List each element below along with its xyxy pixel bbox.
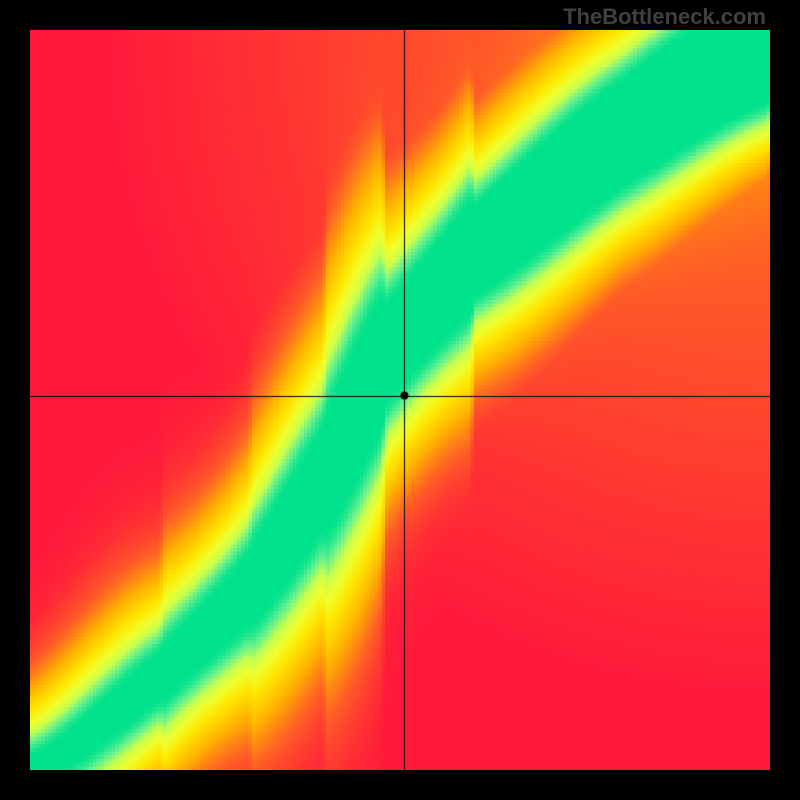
figure-root: TheBottleneck.com [0,0,800,800]
bottleneck-heatmap [30,30,770,770]
watermark-text: TheBottleneck.com [563,4,766,30]
